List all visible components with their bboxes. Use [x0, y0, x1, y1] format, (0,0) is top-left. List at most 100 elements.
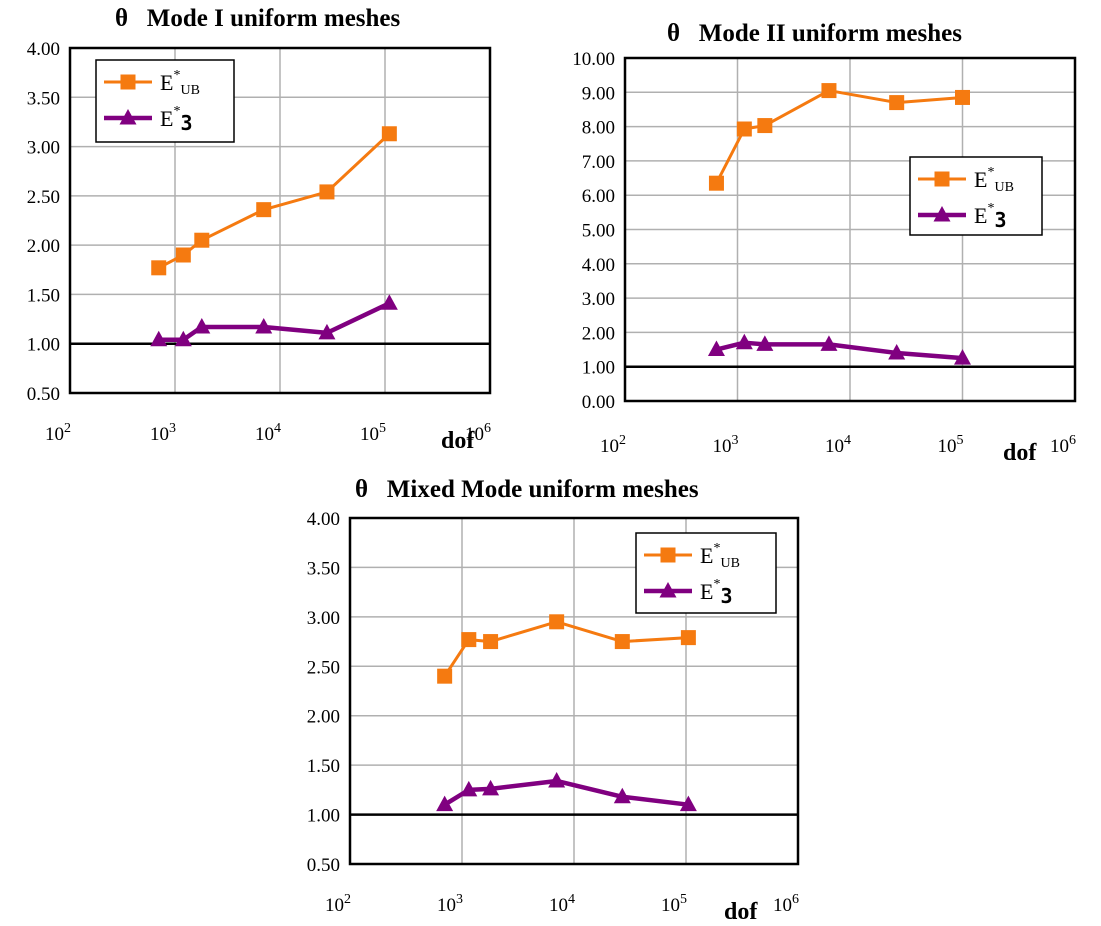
y-tick-label: 4.00: [307, 509, 340, 530]
legend-label-sup: *: [713, 541, 720, 556]
legend-box: [909, 156, 1043, 236]
y-tick-label: 1.50: [307, 756, 340, 777]
legend-label-base: E: [160, 70, 173, 95]
x-tick-base: 10: [713, 436, 732, 457]
x-tick-label: 102: [325, 892, 351, 916]
legend-marker-triangle: [119, 109, 137, 125]
y-tick-label: 2.00: [307, 707, 340, 728]
y-tick-label: 1.00: [582, 358, 615, 379]
x-tick-label: 102: [600, 433, 626, 457]
x-tick-label: 106: [1050, 433, 1076, 457]
data-point-triangle: [436, 795, 454, 812]
legend-label-sub: UB: [720, 556, 739, 571]
x-tick-base: 10: [255, 424, 274, 445]
data-point-square: [680, 630, 696, 646]
y-tick-label: 3.50: [27, 88, 60, 109]
data-point-square: [736, 121, 752, 137]
y-tick-label: 2.50: [307, 657, 340, 678]
legend-marker-square: [120, 74, 136, 90]
legend-label-sup: *: [987, 201, 994, 216]
x-tick-exponent: 2: [619, 433, 626, 448]
data-point-triangle: [679, 795, 697, 812]
legend-label-sup: *: [987, 165, 994, 180]
y-tick-label: 3.00: [307, 608, 340, 629]
data-point-triangle: [888, 343, 906, 360]
chart-mode-2: θ Mode II uniform meshes 0.00 1.00 2.00 3.00…: [572, 20, 1077, 466]
x-tick-exponent: 3: [732, 433, 739, 448]
x-tick-label: 105: [661, 892, 687, 916]
data-point-square: [381, 126, 397, 142]
y-tick-label: 3.00: [582, 289, 615, 310]
legend-entry: E*UB: [918, 165, 1014, 195]
legend-label-base: E: [974, 167, 987, 192]
x-tick-base: 10: [549, 895, 568, 916]
legend-label-base: E: [700, 579, 713, 604]
x-tick-base: 10: [600, 436, 619, 457]
legend-label-base: E: [700, 543, 713, 568]
data-point-square: [757, 118, 773, 134]
series-line: [715, 340, 963, 361]
x-tick-exponent: 5: [957, 433, 964, 448]
legend-label-sub: UB: [994, 180, 1013, 195]
x-axis-label: dof: [1003, 440, 1037, 466]
x-tick-label: 104: [255, 421, 281, 445]
x-tick-label: 104: [549, 892, 575, 916]
legend-label-sub: UB: [180, 83, 199, 98]
data-point-square: [889, 95, 905, 111]
legend: E*UB E*3: [95, 59, 235, 143]
data-point-square: [955, 89, 970, 105]
chart-title: θ Mode I uniform meshes: [115, 5, 401, 32]
legend-label: E*3: [700, 577, 733, 608]
legend-label: E*UB: [974, 165, 1014, 195]
plot-frame: [68, 46, 492, 395]
legend-marker-triangle: [933, 206, 951, 222]
legend-label-base: E: [974, 203, 987, 228]
chart-mixed-mode: θ Mixed Mode uniform meshes 0.50 1.00 1.50 2…: [307, 476, 800, 925]
x-tick-base: 10: [150, 424, 169, 445]
x-tick-label: 103: [437, 892, 463, 916]
legend-label-sub: 3: [720, 584, 732, 608]
x-tick-base: 10: [437, 895, 456, 916]
series-e-ub: [151, 126, 397, 276]
data-point-triangle: [954, 349, 971, 365]
x-tick-label: 105: [938, 433, 964, 457]
legend-label-sub: 3: [180, 111, 192, 135]
y-tick-label: 5.00: [582, 221, 615, 242]
y-tick-label: 4.00: [582, 255, 615, 276]
data-point-square: [614, 634, 630, 650]
data-point-square: [194, 232, 210, 248]
data-point-square: [708, 175, 724, 191]
y-tick-label: 0.50: [307, 855, 340, 876]
legend-entry: E*3: [918, 201, 1007, 232]
legend: E*UBE*3: [909, 156, 1043, 236]
legend-label: E*3: [160, 104, 193, 135]
series-e-3: [436, 771, 697, 812]
x-tick-exponent: 4: [568, 892, 575, 907]
x-tick-exponent: 6: [1069, 433, 1076, 448]
data-point-triangle: [613, 787, 631, 804]
data-point-triangle: [174, 330, 192, 347]
x-tick-label: 106: [465, 421, 491, 445]
data-point-square: [483, 634, 499, 650]
legend: E*UBE*3: [635, 532, 777, 614]
y-tick-label: 3.00: [27, 138, 60, 159]
data-point-triangle: [707, 340, 725, 357]
x-tick-exponent: 5: [379, 421, 386, 436]
x-tick-base: 10: [465, 424, 484, 445]
data-point-square: [175, 247, 191, 263]
y-tick-label: 7.00: [582, 152, 615, 173]
x-tick-base: 10: [1050, 436, 1069, 457]
x-tick-label: 105: [360, 421, 386, 445]
x-tick-base: 10: [825, 436, 844, 457]
y-tick-label: 2.00: [582, 323, 615, 344]
series-line: [158, 301, 391, 343]
legend-marker-triangle: [659, 582, 677, 598]
legend-entry: E*UB: [104, 68, 200, 98]
data-point-square: [437, 668, 453, 684]
y-tick-label: 2.50: [27, 187, 60, 208]
x-tick-base: 10: [773, 895, 792, 916]
x-tick-base: 10: [661, 895, 680, 916]
y-tick-label: 0.00: [582, 392, 615, 413]
x-tick-exponent: 3: [456, 892, 463, 907]
